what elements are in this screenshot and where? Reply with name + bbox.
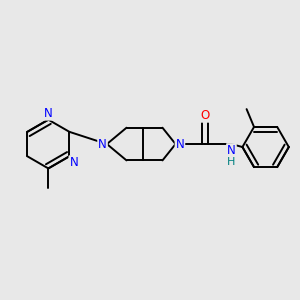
Text: N: N: [44, 107, 53, 120]
Text: N: N: [227, 144, 236, 157]
Text: N: N: [176, 138, 184, 151]
Text: N: N: [70, 156, 78, 169]
Text: O: O: [201, 109, 210, 122]
Text: N: N: [98, 138, 107, 151]
Text: H: H: [227, 158, 236, 167]
